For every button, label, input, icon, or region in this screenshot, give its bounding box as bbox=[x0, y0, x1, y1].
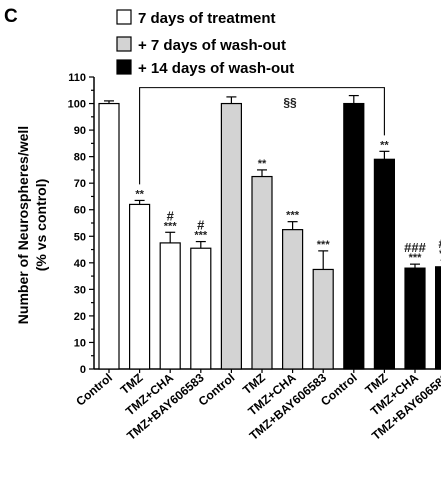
x-tick-label: Control bbox=[73, 371, 115, 409]
bar bbox=[404, 267, 426, 370]
bar bbox=[312, 268, 334, 370]
bar bbox=[98, 102, 120, 370]
y-tick-label: 80 bbox=[74, 152, 86, 164]
legend-label-7-days-treatment: 7 days of treatment bbox=[138, 10, 276, 27]
y-tick-label: 10 bbox=[74, 337, 86, 349]
bar bbox=[190, 247, 212, 370]
significance-stars: ** bbox=[135, 188, 144, 200]
significance-hash: # bbox=[167, 208, 175, 223]
bar bbox=[282, 229, 304, 370]
bar bbox=[159, 242, 181, 370]
y-axis-label-line-2: (% vs control) bbox=[33, 179, 49, 272]
bar bbox=[129, 203, 151, 370]
significance-hash: # bbox=[197, 218, 205, 233]
legend-label-7-days-washout: + 7 days of wash-out bbox=[138, 37, 286, 54]
significance-stars: *** bbox=[439, 248, 441, 260]
bar bbox=[435, 266, 441, 370]
y-tick-label: 70 bbox=[74, 178, 86, 190]
significance-stars: *** bbox=[164, 220, 178, 232]
legend: 7 days of treatment + 7 days of wash-out… bbox=[116, 9, 294, 77]
panel-label: C bbox=[4, 6, 18, 27]
significance-hash: ## bbox=[438, 236, 441, 251]
y-axis-label-line-1: Number of Neurospheres/well bbox=[15, 126, 31, 324]
y-tick-label: 110 bbox=[68, 72, 86, 84]
comparison-bracket bbox=[139, 87, 385, 185]
significance-stars: *** bbox=[317, 239, 331, 251]
y-tick-label: 100 bbox=[68, 99, 86, 111]
bracket-significance-label: §§ bbox=[283, 96, 297, 110]
annotations: *****#***#*************###***##§§ bbox=[135, 87, 441, 264]
y-tick-label: 60 bbox=[74, 205, 86, 217]
y-tick-label: 50 bbox=[74, 231, 86, 243]
legend-swatch-7-days-treatment bbox=[116, 9, 132, 25]
bars bbox=[98, 94, 441, 370]
significance-stars: ** bbox=[380, 139, 389, 151]
bar bbox=[343, 102, 365, 370]
bar bbox=[373, 158, 395, 370]
y-tick-label: 40 bbox=[74, 258, 86, 270]
y-tick-label: 20 bbox=[74, 311, 86, 323]
bar bbox=[251, 175, 273, 370]
significance-stars: *** bbox=[194, 230, 208, 242]
legend-swatch-14-days-washout bbox=[116, 59, 132, 75]
y-tick-label: 30 bbox=[74, 284, 86, 296]
significance-hash: ### bbox=[404, 240, 426, 255]
legend-label-14-days-washout: + 14 days of wash-out bbox=[138, 60, 294, 77]
y-tick-label: 90 bbox=[74, 125, 86, 137]
y-tick-label: 0 bbox=[80, 364, 86, 376]
legend-swatch-7-days-washout bbox=[116, 36, 132, 52]
significance-stars: *** bbox=[409, 252, 423, 264]
significance-stars: *** bbox=[286, 210, 300, 222]
bar bbox=[220, 102, 242, 370]
significance-stars: ** bbox=[258, 158, 267, 170]
